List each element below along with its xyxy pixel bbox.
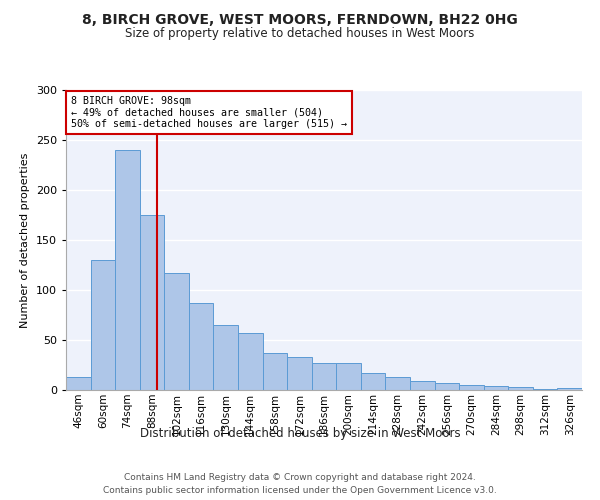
Bar: [140, 215, 164, 390]
Text: 8, BIRCH GROVE, WEST MOORS, FERNDOWN, BH22 0HG: 8, BIRCH GROVE, WEST MOORS, FERNDOWN, BH…: [82, 12, 518, 26]
Bar: [214, 325, 238, 390]
Text: Distribution of detached houses by size in West Moors: Distribution of detached houses by size …: [140, 428, 460, 440]
Bar: [336, 363, 361, 390]
Bar: [533, 389, 557, 390]
Bar: [238, 333, 263, 390]
Bar: [508, 387, 533, 390]
Bar: [263, 353, 287, 390]
Bar: [459, 385, 484, 390]
Bar: [66, 377, 91, 390]
Bar: [189, 303, 214, 390]
Bar: [312, 363, 336, 390]
Bar: [434, 383, 459, 390]
Bar: [164, 273, 189, 390]
Bar: [115, 150, 140, 390]
Bar: [361, 373, 385, 390]
Text: Size of property relative to detached houses in West Moors: Size of property relative to detached ho…: [125, 28, 475, 40]
Bar: [557, 388, 582, 390]
Y-axis label: Number of detached properties: Number of detached properties: [20, 152, 30, 328]
Bar: [410, 381, 434, 390]
Bar: [287, 357, 312, 390]
Bar: [385, 377, 410, 390]
Text: 8 BIRCH GROVE: 98sqm
← 49% of detached houses are smaller (504)
50% of semi-deta: 8 BIRCH GROVE: 98sqm ← 49% of detached h…: [71, 96, 347, 129]
Bar: [484, 386, 508, 390]
Bar: [91, 260, 115, 390]
Text: Contains HM Land Registry data © Crown copyright and database right 2024.: Contains HM Land Registry data © Crown c…: [124, 472, 476, 482]
Text: Contains public sector information licensed under the Open Government Licence v3: Contains public sector information licen…: [103, 486, 497, 495]
